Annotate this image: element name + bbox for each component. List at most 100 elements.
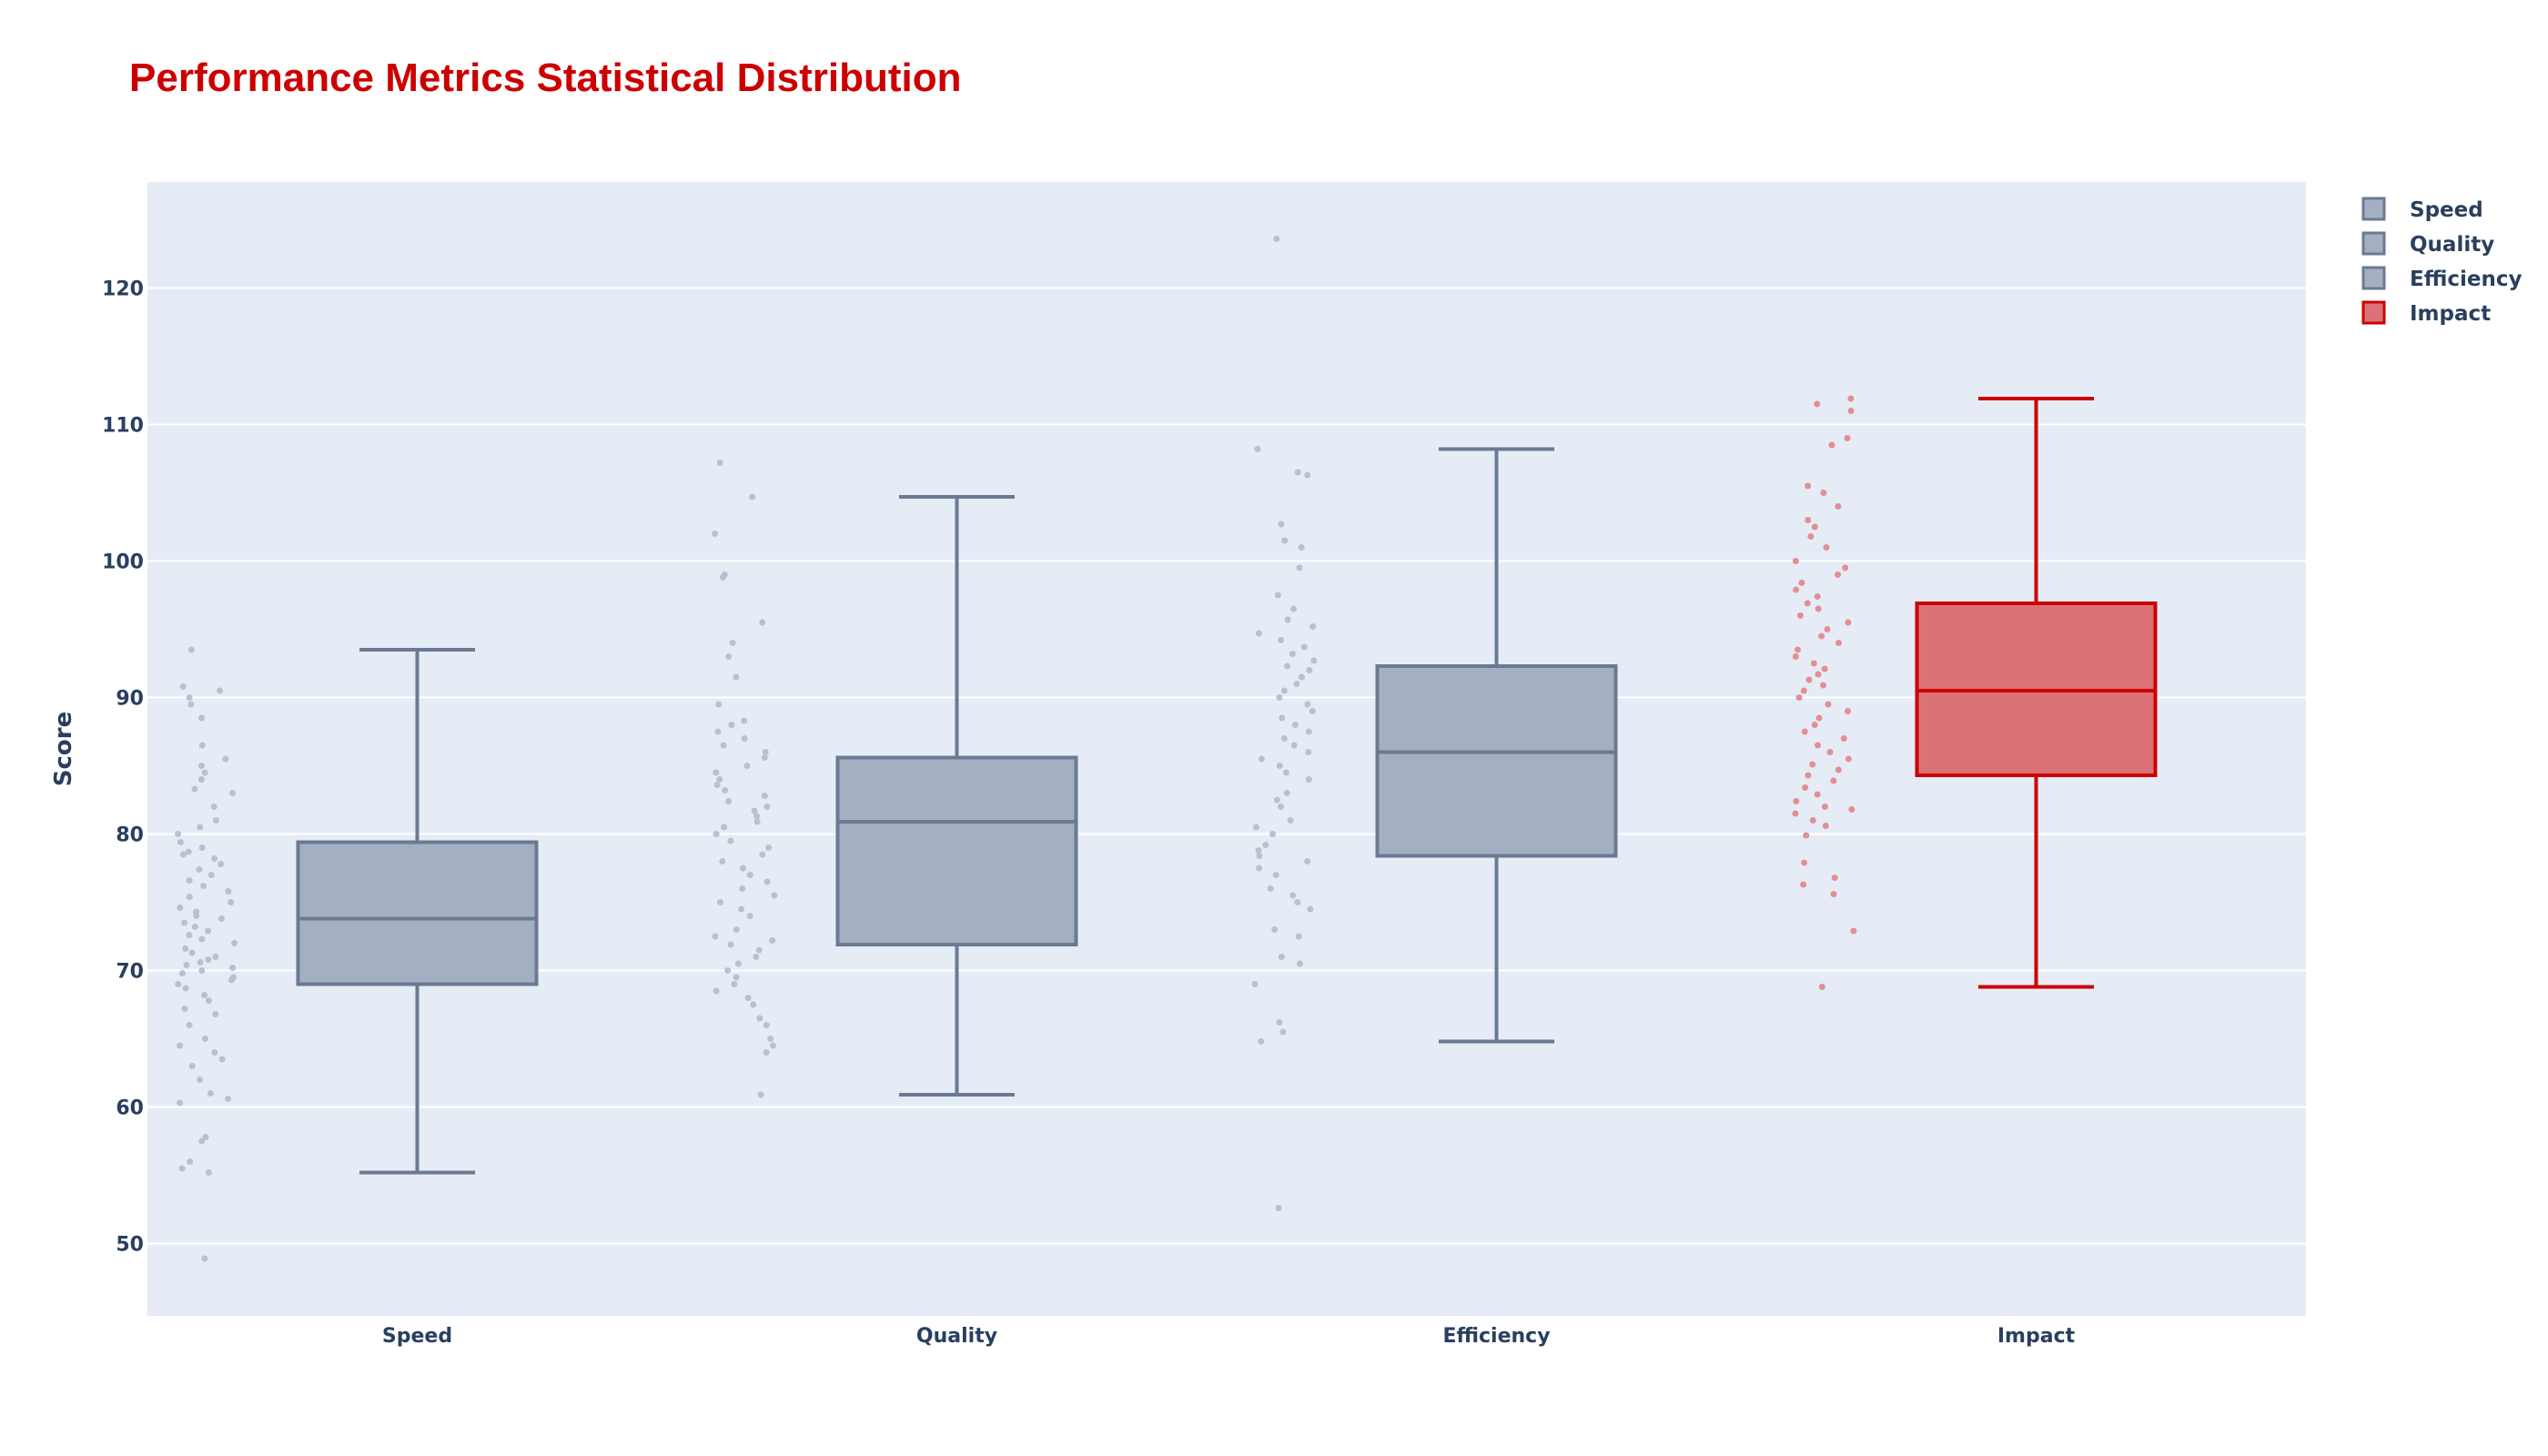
data-point — [1290, 605, 1298, 612]
data-point — [1280, 687, 1288, 694]
data-point — [202, 1134, 209, 1140]
data-point — [1824, 626, 1831, 632]
data-point — [712, 933, 719, 940]
data-point — [217, 861, 225, 867]
data-point — [1290, 742, 1298, 749]
data-point — [1795, 694, 1803, 701]
data-point — [1276, 694, 1283, 701]
y-axis-ticks: 50 60 70 80 90 100 110 120 — [102, 278, 144, 1257]
box-impact[interactable] — [1915, 397, 2158, 989]
data-point — [1792, 558, 1799, 564]
data-point — [177, 905, 184, 911]
data-point — [1296, 960, 1303, 967]
data-point — [771, 892, 778, 899]
data-point — [713, 831, 720, 837]
data-point — [733, 974, 740, 981]
data-point — [197, 763, 205, 769]
data-point — [725, 798, 733, 804]
data-point — [763, 1022, 770, 1028]
data-point — [1273, 236, 1280, 242]
x-tick-label: Efficiency — [1442, 1325, 1550, 1348]
data-point — [183, 962, 190, 968]
data-point — [739, 864, 746, 872]
data-point — [1283, 662, 1290, 670]
data-point — [1278, 521, 1285, 528]
data-point — [1818, 632, 1825, 640]
data-points — [175, 236, 1857, 1262]
data-point — [1280, 735, 1288, 742]
legend-item-impact[interactable]: Impact — [2361, 300, 2491, 326]
data-point — [1275, 1205, 1282, 1211]
data-point — [1828, 441, 1835, 449]
data-point — [741, 717, 748, 724]
y-axis-title: Score — [50, 712, 77, 786]
data-point — [178, 1165, 186, 1172]
data-point — [1815, 714, 1823, 722]
points-impact — [1792, 395, 1857, 990]
legend-item-quality[interactable]: Quality — [2361, 231, 2494, 257]
data-point — [178, 970, 186, 976]
data-point — [1305, 776, 1312, 783]
data-point — [1256, 864, 1263, 872]
data-point — [1815, 605, 1822, 612]
legend[interactable]: Speed Quality Efficiency Impact — [2361, 197, 2522, 326]
points-efficiency — [1251, 236, 1318, 1211]
data-point — [1279, 714, 1286, 722]
legend-swatch — [2361, 266, 2386, 290]
data-point — [721, 824, 728, 831]
box-quality[interactable] — [835, 495, 1078, 1097]
data-point — [1283, 790, 1290, 796]
box-speed[interactable] — [296, 648, 539, 1175]
y-tick-label: 50 — [116, 1234, 144, 1257]
data-point — [186, 894, 193, 900]
data-point — [207, 872, 215, 878]
data-point — [1804, 600, 1811, 607]
legend-item-speed[interactable]: Speed — [2361, 197, 2483, 222]
legend-swatch — [2361, 197, 2386, 221]
data-point — [1850, 927, 1857, 935]
legend-label: Quality — [2410, 233, 2494, 257]
data-point — [1821, 665, 1828, 672]
data-point — [196, 866, 203, 873]
data-point — [716, 776, 723, 783]
data-point — [763, 804, 771, 810]
legend-item-efficiency[interactable]: Efficiency — [2361, 266, 2522, 291]
data-point — [1309, 708, 1316, 714]
legend-swatch — [2361, 231, 2386, 256]
data-point — [715, 701, 723, 708]
data-point — [1807, 533, 1815, 540]
data-point — [197, 824, 204, 831]
data-point — [753, 813, 761, 820]
data-point — [1798, 580, 1805, 586]
box-iqr — [835, 755, 1078, 946]
data-point — [181, 919, 188, 926]
data-point — [1805, 676, 1813, 683]
x-axis-ticks: Speed Quality Efficiency Impact — [382, 1325, 2076, 1348]
data-point — [1822, 823, 1829, 829]
data-point — [762, 749, 769, 755]
data-point — [179, 683, 187, 690]
data-point — [716, 899, 723, 905]
data-point — [185, 848, 192, 855]
data-point — [1254, 446, 1261, 452]
data-point — [230, 974, 238, 981]
data-point — [175, 831, 182, 837]
data-point — [225, 888, 232, 895]
data-point — [1845, 708, 1852, 714]
data-point — [1298, 544, 1305, 551]
data-point — [1847, 395, 1855, 402]
data-point — [1802, 784, 1809, 791]
data-point — [750, 1001, 757, 1008]
data-point — [759, 851, 766, 858]
data-point — [733, 673, 740, 681]
data-point — [755, 946, 763, 954]
data-point — [1279, 1028, 1287, 1036]
data-point — [728, 722, 735, 728]
data-point — [1289, 892, 1297, 899]
data-point — [1294, 469, 1301, 476]
box-efficiency[interactable] — [1375, 447, 1618, 1044]
data-point — [759, 619, 766, 626]
data-point — [765, 844, 773, 851]
data-point — [1295, 933, 1302, 940]
data-point — [1835, 766, 1842, 774]
